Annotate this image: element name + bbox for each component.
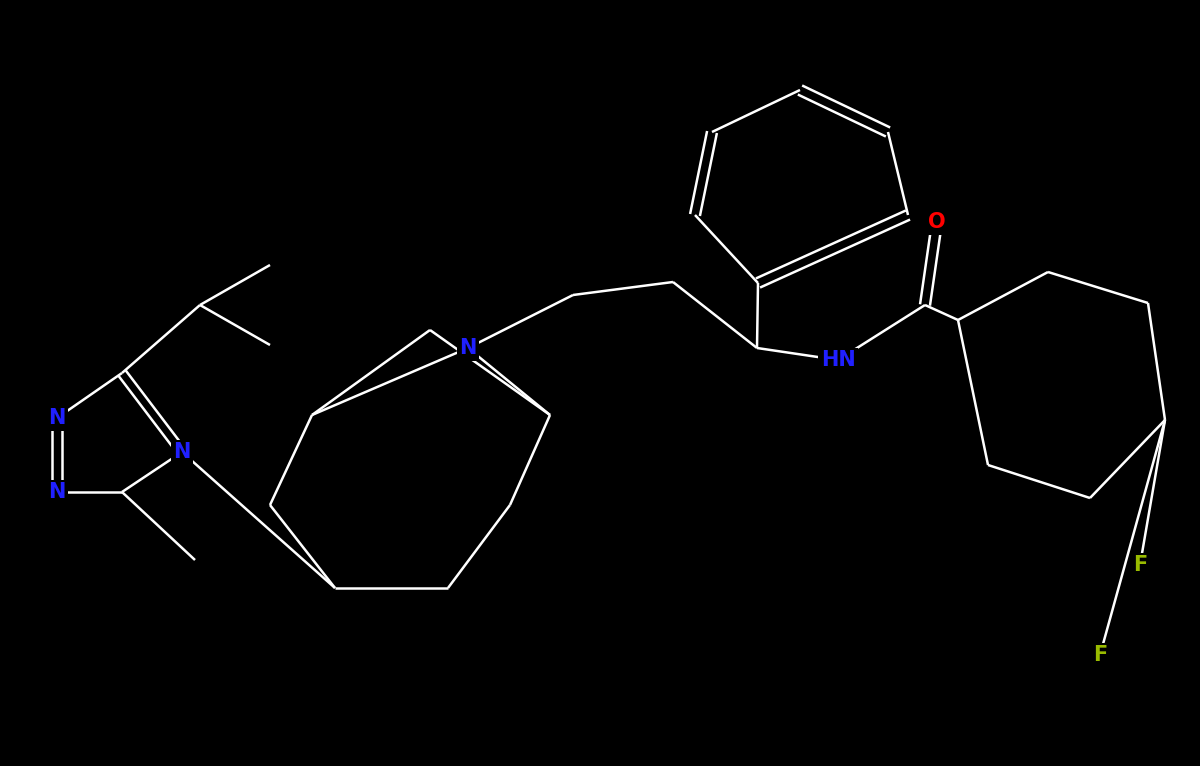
Text: N: N [48, 482, 66, 502]
Text: N: N [48, 408, 66, 428]
Text: N: N [460, 338, 476, 358]
Text: N: N [173, 442, 191, 462]
Text: F: F [1093, 645, 1108, 665]
Text: O: O [928, 212, 946, 232]
Text: F: F [1133, 555, 1147, 575]
Text: HN: HN [821, 350, 856, 370]
